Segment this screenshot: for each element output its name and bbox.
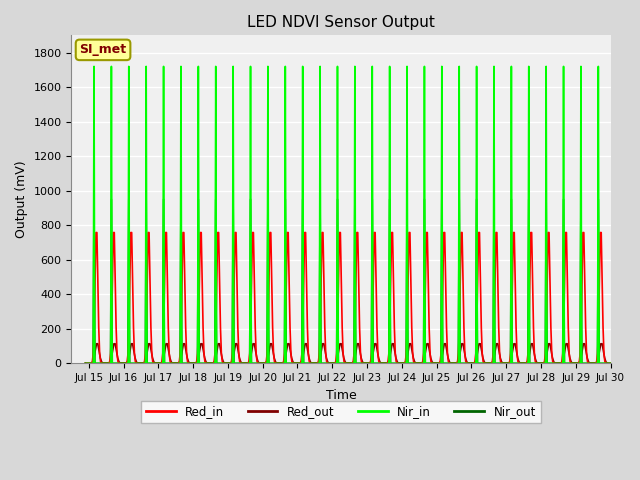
X-axis label: Time: Time: [326, 389, 356, 402]
Legend: Red_in, Red_out, Nir_in, Nir_out: Red_in, Red_out, Nir_in, Nir_out: [141, 401, 541, 423]
Title: LED NDVI Sensor Output: LED NDVI Sensor Output: [247, 15, 435, 30]
Text: SI_met: SI_met: [79, 43, 127, 56]
Y-axis label: Output (mV): Output (mV): [15, 160, 28, 238]
